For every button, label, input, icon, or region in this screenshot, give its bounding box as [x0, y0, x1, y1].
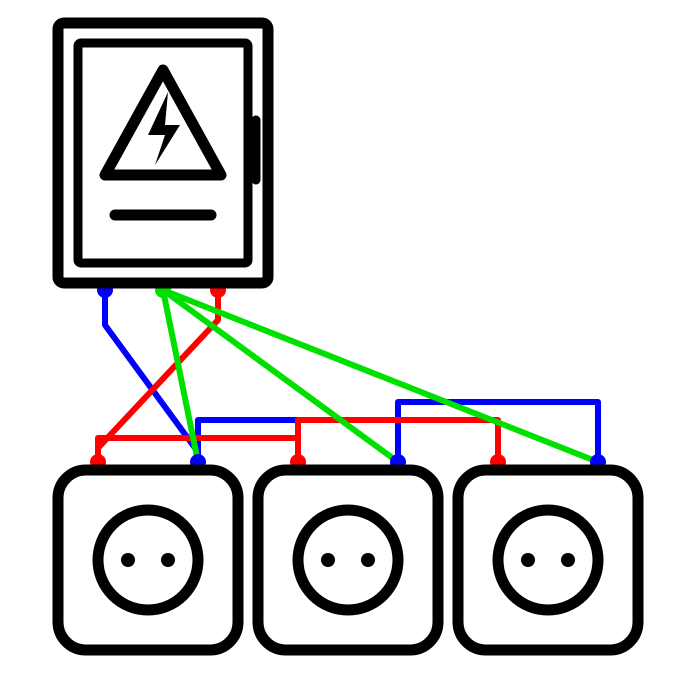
prong-hole	[121, 553, 135, 567]
prong-hole	[161, 553, 175, 567]
power-outlet	[58, 470, 238, 650]
power-outlet	[258, 470, 438, 650]
prong-hole	[561, 553, 575, 567]
prong-hole	[361, 553, 375, 567]
prong-hole	[521, 553, 535, 567]
prong-hole	[321, 553, 335, 567]
wiring-diagram	[0, 0, 700, 700]
power-outlet	[458, 470, 638, 650]
distribution-panel	[58, 23, 268, 283]
